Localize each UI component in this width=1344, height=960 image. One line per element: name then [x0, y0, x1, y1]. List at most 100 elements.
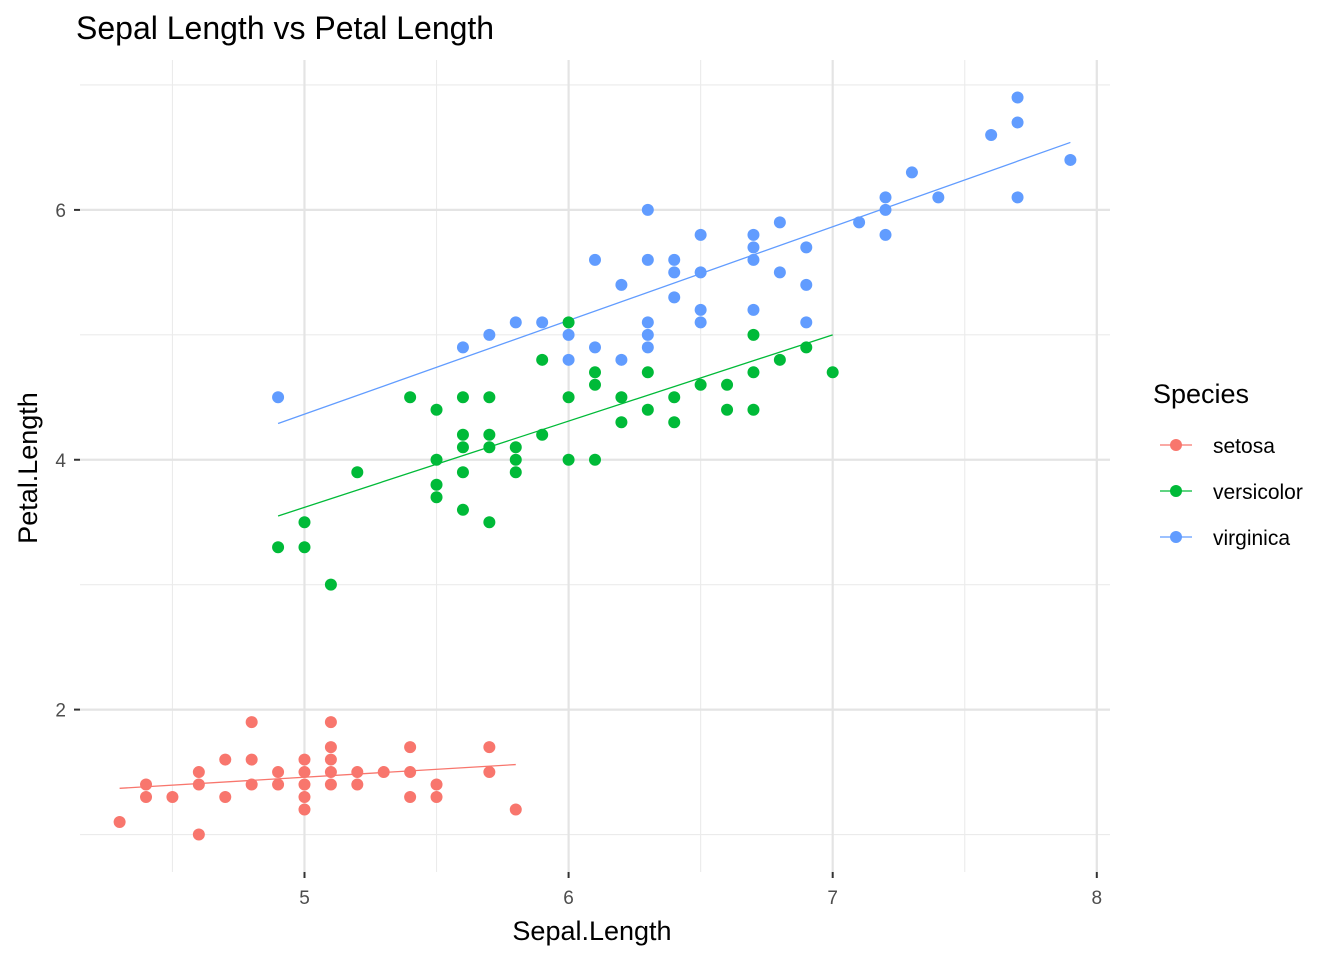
data-point-versicolor — [747, 328, 760, 341]
data-point-versicolor — [351, 466, 364, 479]
data-point-versicolor — [747, 366, 760, 379]
data-point-versicolor — [641, 366, 654, 379]
x-axis-ticks: 5 6 7 8 — [299, 872, 1102, 909]
data-point-virginica — [509, 316, 522, 329]
data-point-setosa — [483, 741, 496, 754]
data-point-versicolor — [615, 416, 628, 429]
fit-lines — [119, 141, 1071, 789]
data-point-virginica — [668, 291, 681, 304]
data-point-setosa — [140, 778, 153, 791]
data-point-versicolor — [509, 441, 522, 454]
data-point-setosa — [324, 766, 337, 779]
data-point-virginica — [641, 253, 654, 266]
data-point-virginica — [272, 391, 285, 404]
data-point-setosa — [192, 778, 205, 791]
data-point-setosa — [113, 816, 126, 829]
data-point-versicolor — [456, 428, 469, 441]
data-point-versicolor — [483, 516, 496, 529]
data-point-virginica — [615, 278, 628, 291]
data-point-versicolor — [483, 391, 496, 404]
data-point-versicolor — [562, 316, 575, 329]
data-point-versicolor — [298, 516, 311, 529]
data-point-versicolor — [562, 391, 575, 404]
data-point-versicolor — [404, 391, 417, 404]
data-point-setosa — [351, 778, 364, 791]
data-point-virginica — [879, 228, 892, 241]
data-point-setosa — [272, 778, 285, 791]
data-point-setosa — [166, 791, 179, 804]
data-point-setosa — [404, 766, 417, 779]
y-axis-title: Petal.Length — [13, 392, 43, 544]
legend-label: setosa — [1213, 435, 1275, 458]
data-point-setosa — [509, 803, 522, 816]
fit-line-setosa — [119, 763, 516, 789]
data-point-setosa — [324, 741, 337, 754]
x-tick-label: 5 — [299, 888, 310, 909]
data-point-virginica — [694, 228, 707, 241]
x-tick-label: 8 — [1092, 888, 1103, 909]
data-point-virginica — [879, 203, 892, 216]
data-point-versicolor — [721, 403, 734, 416]
data-point-virginica — [668, 253, 681, 266]
data-point-virginica — [694, 316, 707, 329]
data-point-setosa — [219, 753, 232, 766]
data-point-setosa — [298, 803, 311, 816]
legend-label: versicolor — [1213, 481, 1303, 504]
data-point-virginica — [483, 328, 496, 341]
legend-title: Species — [1153, 379, 1249, 409]
data-point-setosa — [245, 716, 258, 729]
data-point-virginica — [1011, 91, 1024, 104]
plot-panel — [80, 60, 1110, 872]
data-point-setosa — [483, 766, 496, 779]
data-point-virginica — [562, 328, 575, 341]
legend-item-setosa: setosa — [1160, 435, 1275, 458]
data-point-versicolor — [800, 341, 813, 354]
data-point-versicolor — [721, 378, 734, 391]
data-point-versicolor — [536, 428, 549, 441]
data-point-versicolor — [773, 353, 786, 366]
data-point-virginica — [773, 216, 786, 229]
data-point-versicolor — [430, 491, 443, 504]
data-point-virginica — [853, 216, 866, 229]
data-point-virginica — [773, 266, 786, 279]
data-point-virginica — [932, 191, 945, 204]
x-tick-label: 7 — [827, 888, 838, 909]
fit-line-virginica — [277, 141, 1071, 425]
data-point-versicolor — [456, 441, 469, 454]
data-point-versicolor — [589, 366, 601, 379]
data-point-versicolor — [747, 403, 760, 416]
data-point-virginica — [747, 303, 760, 316]
legend-marker — [1170, 531, 1182, 543]
data-point-setosa — [219, 791, 232, 804]
data-point-virginica — [589, 341, 601, 354]
legend-item-virginica: virginica — [1160, 527, 1290, 550]
data-point-versicolor — [589, 453, 601, 466]
data-point-versicolor — [615, 391, 628, 404]
data-point-setosa — [298, 766, 311, 779]
data-point-virginica — [641, 316, 654, 329]
data-point-setosa — [324, 778, 337, 791]
data-point-setosa — [298, 791, 311, 804]
data-point-setosa — [430, 778, 443, 791]
data-point-versicolor — [826, 366, 839, 379]
data-point-virginica — [747, 253, 760, 266]
data-point-virginica — [1011, 116, 1024, 129]
data-point-versicolor — [430, 453, 443, 466]
data-point-setosa — [272, 766, 285, 779]
data-point-virginica — [694, 266, 707, 279]
data-point-setosa — [140, 791, 153, 804]
data-point-virginica — [747, 241, 760, 254]
legend-label: virginica — [1213, 527, 1290, 550]
data-point-setosa — [324, 716, 337, 729]
data-point-versicolor — [536, 353, 549, 366]
data-point-virginica — [615, 353, 628, 366]
data-point-virginica — [800, 278, 813, 291]
data-point-setosa — [404, 791, 417, 804]
data-point-virginica — [589, 253, 601, 266]
legend-marker — [1170, 439, 1182, 451]
legend-item-versicolor: versicolor — [1160, 481, 1303, 504]
data-point-versicolor — [562, 453, 575, 466]
y-tick-label: 4 — [55, 451, 66, 472]
data-point-setosa — [377, 766, 390, 779]
